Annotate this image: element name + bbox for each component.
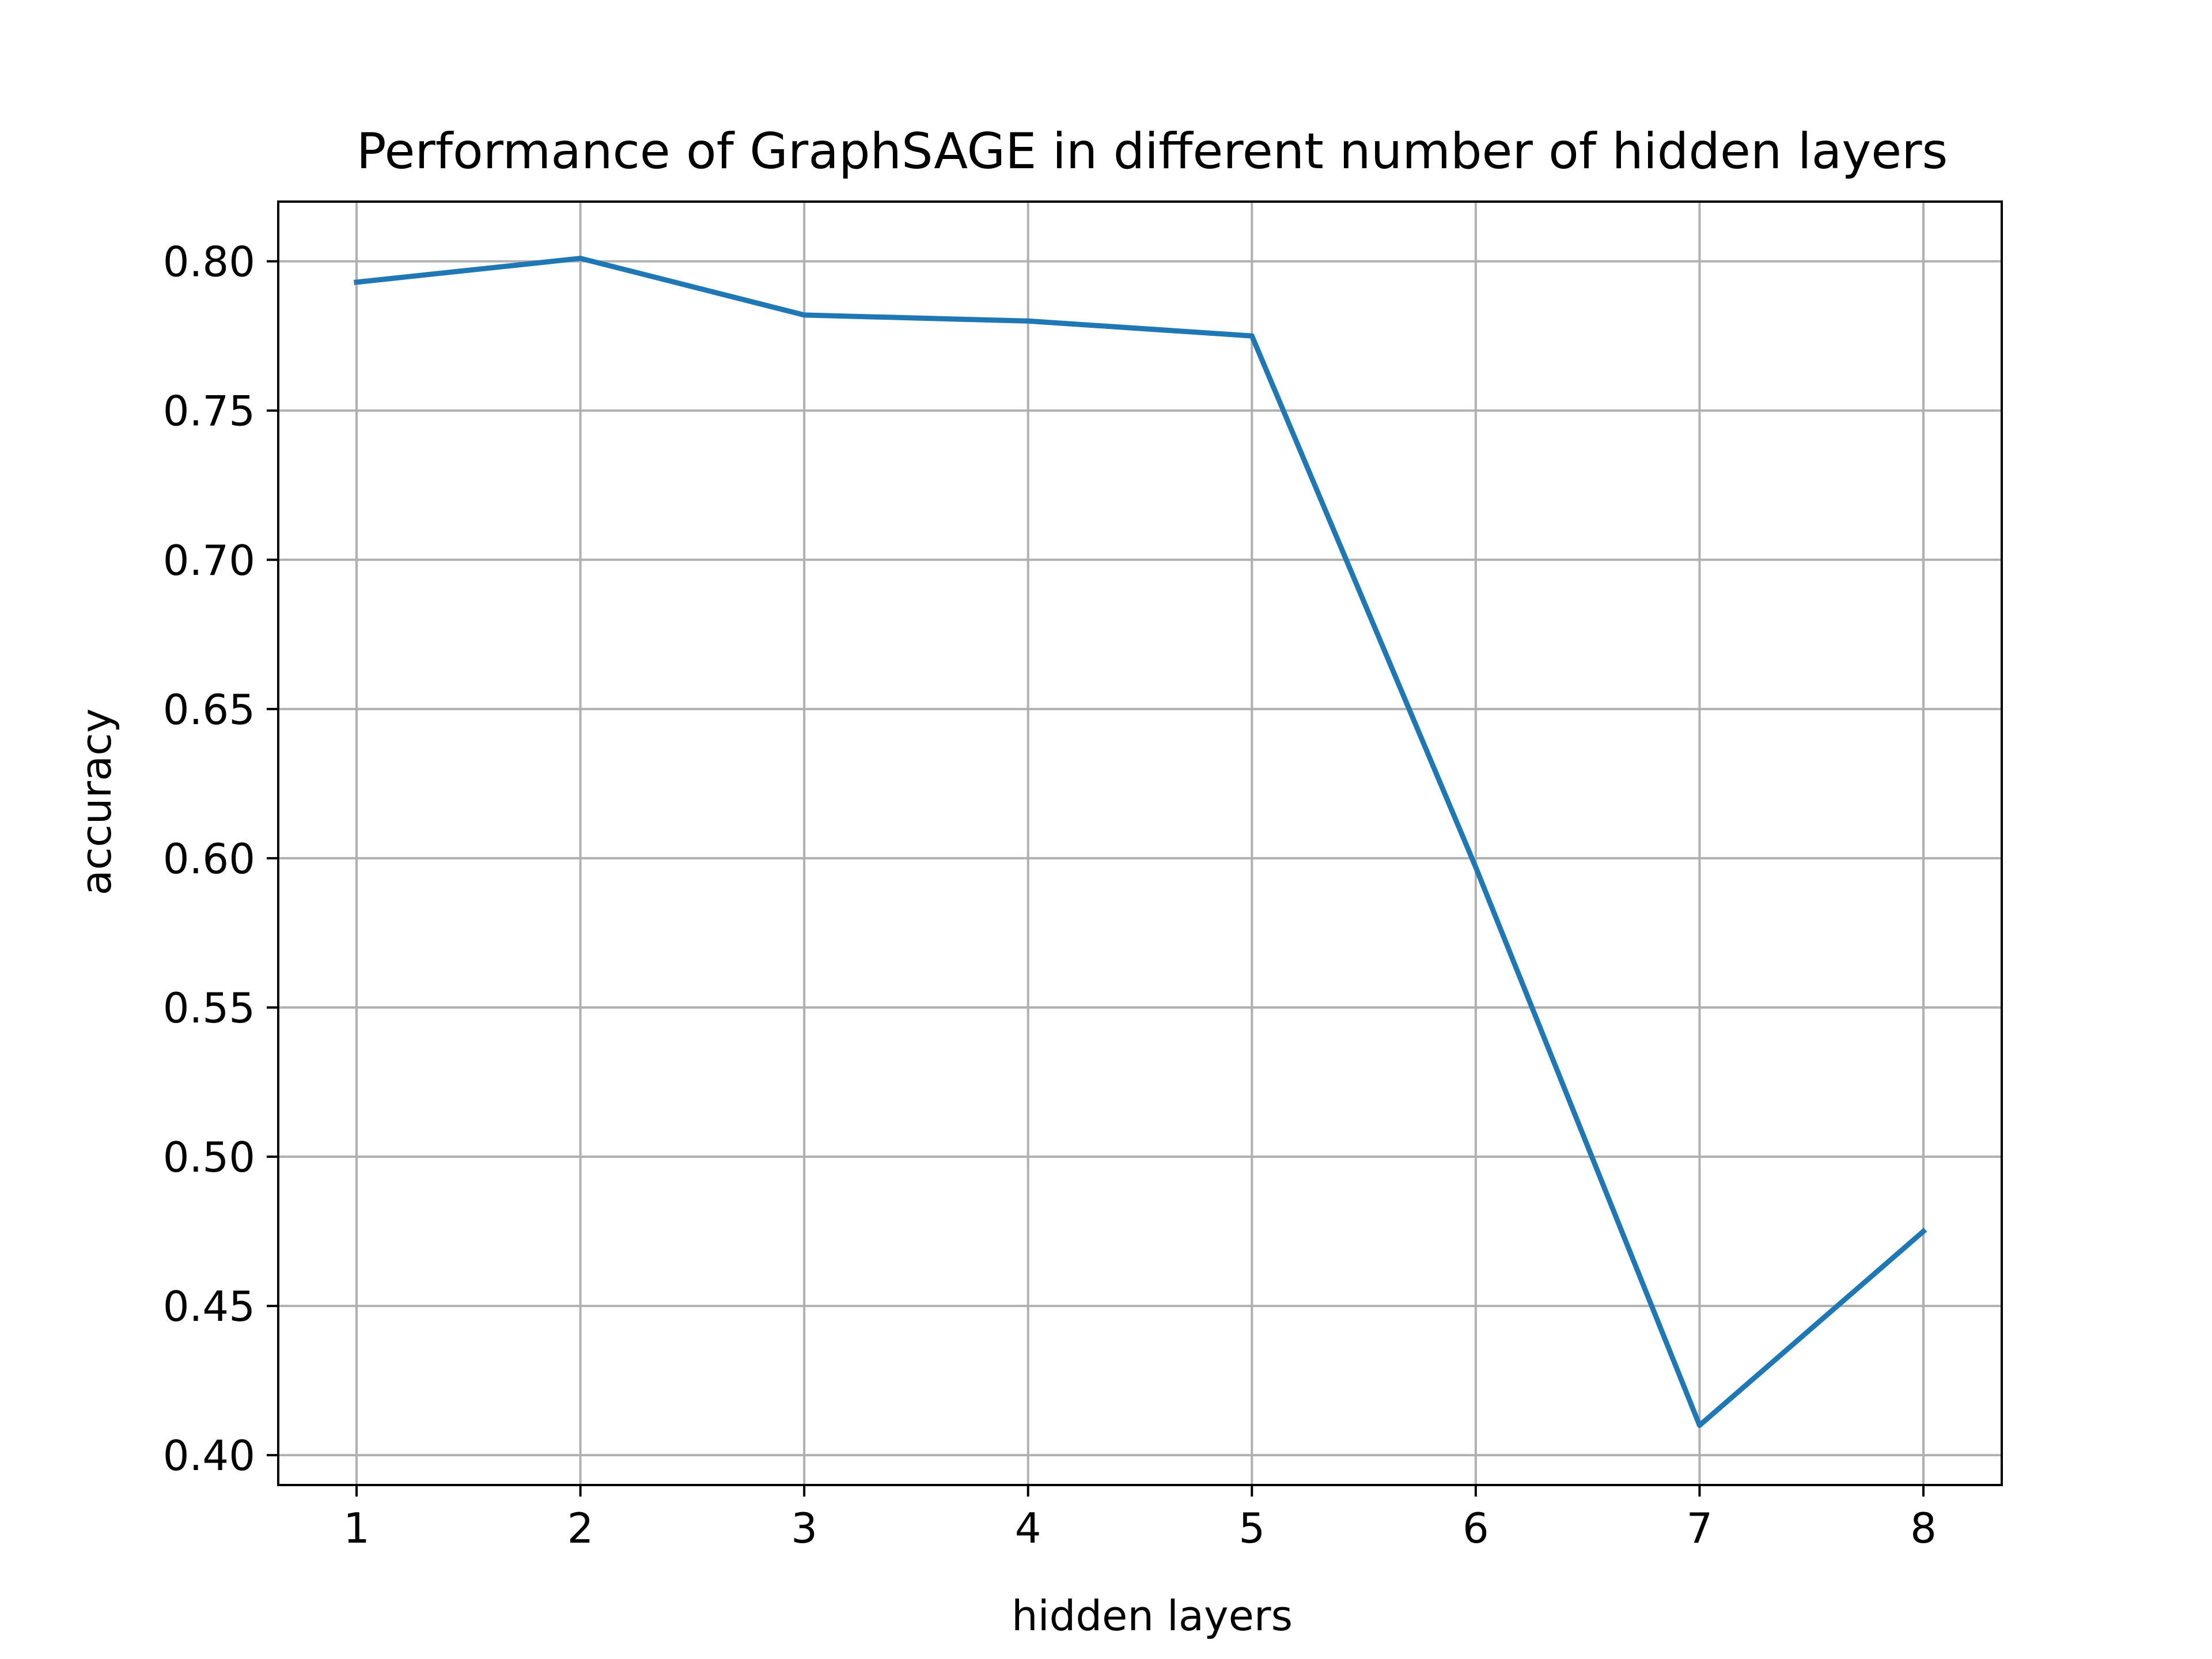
x-tick-label: 4: [1015, 1504, 1041, 1552]
chart-title: Performance of GraphSAGE in different nu…: [357, 123, 1948, 180]
y-tick-label: 0.70: [163, 536, 255, 585]
x-tick-label: 3: [791, 1504, 817, 1552]
data-point: [578, 256, 583, 261]
y-axis-ticks: 0.40 0.45 0.50 0.55 0.60 0.65 0.70 0.75 0.80: [163, 238, 278, 1480]
plot-frame: [277, 200, 2003, 1486]
y-tick-label: 0.60: [163, 835, 255, 883]
x-tick-label: 8: [1910, 1504, 1937, 1552]
data-point: [1473, 865, 1478, 870]
y-tick-label: 0.80: [163, 238, 255, 286]
x-tick-label: 7: [1687, 1504, 1713, 1552]
y-tick-label: 0.50: [163, 1133, 255, 1181]
y-axis-label: accuracy: [72, 709, 120, 896]
x-tick-label: 2: [567, 1504, 594, 1552]
y-tick-label: 0.40: [163, 1431, 255, 1480]
x-tick-label: 6: [1463, 1504, 1489, 1552]
x-axis-label: hidden layers: [1012, 1592, 1293, 1640]
y-tick-label: 0.45: [163, 1282, 255, 1331]
x-tick-label: 5: [1238, 1504, 1265, 1552]
x-tick-label: 1: [343, 1504, 370, 1552]
data-point: [1025, 319, 1031, 324]
data-point: [354, 279, 359, 285]
data-point: [1921, 1229, 1926, 1234]
data-point: [802, 312, 807, 317]
data-point: [1249, 334, 1255, 339]
series-line: [354, 255, 1927, 1428]
y-tick-label: 0.75: [163, 387, 255, 435]
grid: [278, 202, 2002, 1485]
data-point: [1697, 1423, 1702, 1428]
series-layer: [354, 255, 1927, 1428]
x-axis-ticks: 1 2 3 4 5 6 7 8: [343, 1485, 1937, 1552]
y-tick-label: 0.55: [163, 984, 255, 1032]
y-tick-label: 0.65: [163, 685, 255, 734]
